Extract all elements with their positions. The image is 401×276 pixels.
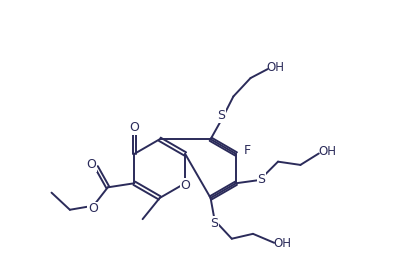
Text: S: S: [210, 217, 218, 230]
Text: F: F: [244, 144, 251, 157]
Text: S: S: [217, 109, 225, 122]
Text: OH: OH: [266, 61, 284, 74]
Text: O: O: [180, 179, 190, 192]
Text: OH: OH: [273, 237, 292, 250]
Text: S: S: [257, 173, 265, 186]
Text: O: O: [88, 203, 98, 216]
Text: O: O: [87, 158, 96, 171]
Text: OH: OH: [318, 145, 336, 158]
Text: O: O: [130, 121, 139, 134]
